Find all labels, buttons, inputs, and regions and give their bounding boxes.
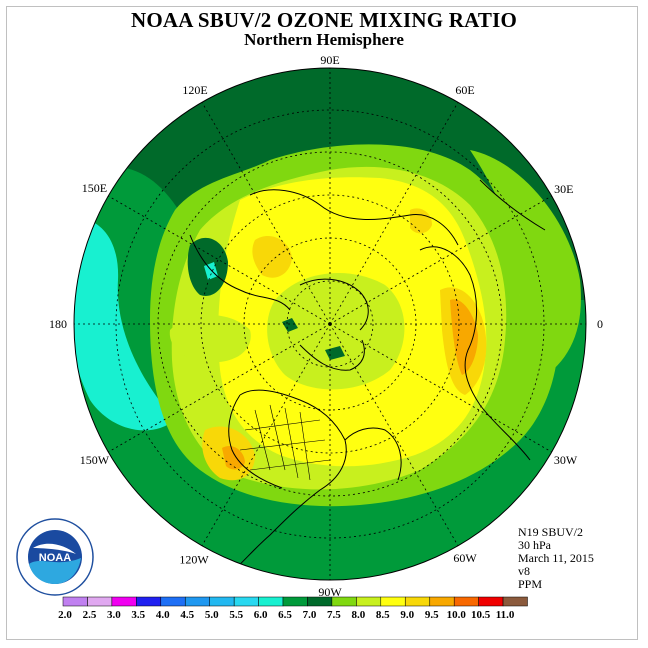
region-7-5-east: [470, 150, 581, 380]
colorbar-label: 3.5: [131, 609, 145, 621]
colorbar-label: 7.0: [303, 609, 317, 621]
colorbar-swatch: [331, 596, 357, 607]
info-units: PPM: [518, 577, 543, 591]
longitude-label: 120E: [182, 83, 207, 97]
coastlines: [189, 179, 546, 573]
lat-circle-80: [286, 280, 374, 368]
longitude-label: 0: [597, 317, 603, 331]
coast-usa-west: [228, 394, 283, 489]
longitude-label: 30W: [554, 453, 578, 467]
longitude-labels: 90E 60E 30E 0 30W 60W 90W 120W 150W 180 150E 120E: [49, 53, 603, 599]
colorbar-swatch: [478, 596, 504, 607]
longitude-label: 180: [49, 317, 67, 331]
region-9-0-siberia: [252, 236, 292, 278]
logo-text: NOAA: [39, 552, 71, 564]
coast-north-america: [231, 389, 347, 573]
colorbar-label: 9.5: [425, 609, 439, 621]
colorbar-label: 3.0: [107, 609, 121, 621]
colorbar-swatch: [258, 596, 284, 607]
coast-europe: [419, 246, 531, 461]
colorbar-label: 2.5: [83, 609, 97, 621]
region-9-5-europe: [450, 299, 478, 375]
info-instrument: N19 SBUV/2: [518, 525, 584, 539]
colorbar-swatch: [87, 596, 113, 607]
coast-arctic: [299, 278, 369, 331]
colorbar-label: 11.0: [496, 609, 515, 621]
colorbar-label: 6.5: [278, 609, 292, 621]
noaa-logo: NOAA: [16, 518, 94, 596]
colorbar-label: 2.0: [58, 609, 72, 621]
colorbar-swatch: [453, 596, 479, 607]
map-title: NOAA SBUV/2 OZONE MIXING RATIO: [131, 8, 517, 32]
logo-gull: [33, 543, 76, 554]
longitude-label: 150W: [80, 453, 110, 467]
graticule: [74, 68, 586, 580]
info-level: 30 hPa: [518, 538, 551, 552]
coast-siberia: [249, 189, 459, 246]
colorbar-swatch: [429, 596, 455, 607]
longitude-label: 90E: [320, 53, 339, 67]
colorbar-label: 5.0: [205, 609, 219, 621]
colorbar-swatch: [209, 596, 235, 607]
colorbar-label: 5.5: [229, 609, 243, 621]
lat-circle-60: [200, 194, 460, 454]
longitude-label: 90W: [318, 585, 342, 599]
region-6-0-cyan: [74, 217, 175, 431]
colorbar-swatch: [282, 596, 308, 607]
longitude-label: 120W: [179, 553, 209, 567]
colorbar-swatch: [233, 596, 259, 607]
coast-kamchatka: [189, 234, 291, 311]
ozone-field: [74, 68, 586, 580]
colorbar-label: 10.5: [471, 609, 491, 621]
colorbar-label: 4.5: [180, 609, 194, 621]
colorbar-label: 9.0: [400, 609, 414, 621]
map-boundary: [73, 67, 587, 581]
colorbar-swatch: [185, 596, 210, 607]
longitude-label: 60E: [455, 83, 474, 97]
colorbar-swatch: [356, 596, 382, 607]
longitude-label: 150E: [82, 181, 107, 195]
colorbar-swatch: [136, 596, 161, 607]
info-date: March 11, 2015: [518, 551, 594, 565]
colorbar-swatch: [380, 596, 406, 607]
info-version: v8: [518, 564, 530, 578]
region-7-0-polar-a: [282, 318, 298, 332]
logo-wave: [29, 558, 81, 584]
coast-atlantic: [344, 427, 402, 481]
colorbar-label: 7.5: [327, 609, 341, 621]
region-6-5-tropics: [240, 534, 360, 572]
region-8-0-pacific: [169, 315, 251, 363]
map-subtitle: Northern Hemisphere: [244, 30, 404, 49]
colorbar-label: 8.0: [352, 609, 366, 621]
lat-circle-40: [115, 109, 545, 539]
colorbar-swatch: [502, 596, 528, 607]
colorbar-label: 8.5: [376, 609, 390, 621]
colorbar-label: 4.0: [156, 609, 170, 621]
colorbar-swatch: [160, 596, 186, 607]
frame-border: [6, 6, 638, 640]
longitude-label: 60W: [453, 551, 477, 565]
us-state-borders: [239, 404, 331, 481]
region-9-5-usa: [222, 445, 245, 470]
longitude-label: 30E: [554, 182, 573, 196]
region-8-0-polar: [267, 273, 405, 390]
region-6-0-aleutian: [204, 262, 218, 280]
colorbar-swatch: [62, 596, 88, 607]
colorbar-label: 10.0: [447, 609, 467, 621]
coast-asia-east: [479, 179, 546, 231]
colorbar-swatch: [111, 596, 137, 607]
colorbar-swatch: [405, 596, 430, 607]
coast-greenland: [299, 339, 365, 371]
info-block: N19 SBUV/2 30 hPa March 11, 2015 v8 PPM: [518, 526, 594, 591]
us-states: [239, 404, 331, 481]
colorbar-label: 6.0: [254, 609, 268, 621]
colorbar-swatch: [307, 596, 333, 607]
